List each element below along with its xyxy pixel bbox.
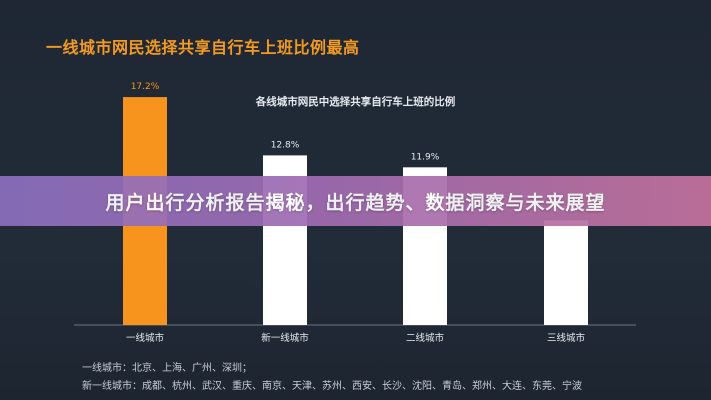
footnotes: 一线城市：北京、上海、广州、深圳； 新一线城市：成都、杭州、武汉、重庆、南京、天… bbox=[82, 360, 702, 396]
value-label-2: 11.9% bbox=[411, 152, 440, 162]
slide-title: 一线城市网民选择共享自行车上班比例最高 bbox=[46, 38, 360, 57]
chart-title: 各线城市网民中选择共享自行车上班的比例 bbox=[255, 96, 456, 108]
tick-label-3: 三线城市 bbox=[547, 332, 586, 344]
footnote-new-tier1: 新一线城市：成都、杭州、武汉、重庆、南京、天津、苏州、西安、长沙、沈阳、青岛、郑… bbox=[82, 381, 582, 392]
tick-label-0: 一线城市 bbox=[126, 332, 165, 344]
value-label-1: 12.8% bbox=[271, 140, 300, 150]
tick-label-2: 二线城市 bbox=[406, 332, 445, 344]
tick-label-1: 新一线城市 bbox=[261, 332, 309, 344]
value-label-0: 17.2% bbox=[131, 82, 160, 92]
bar-3 bbox=[544, 220, 588, 325]
footnote-tier1: 一线城市：北京、上海、广州、深圳； bbox=[82, 363, 252, 374]
banner-text: 用户出行分析报告揭秘，出行趋势、数据洞察与未来展望 bbox=[105, 191, 606, 214]
overlay-banner: 用户出行分析报告揭秘，出行趋势、数据洞察与未来展望 bbox=[0, 176, 711, 226]
